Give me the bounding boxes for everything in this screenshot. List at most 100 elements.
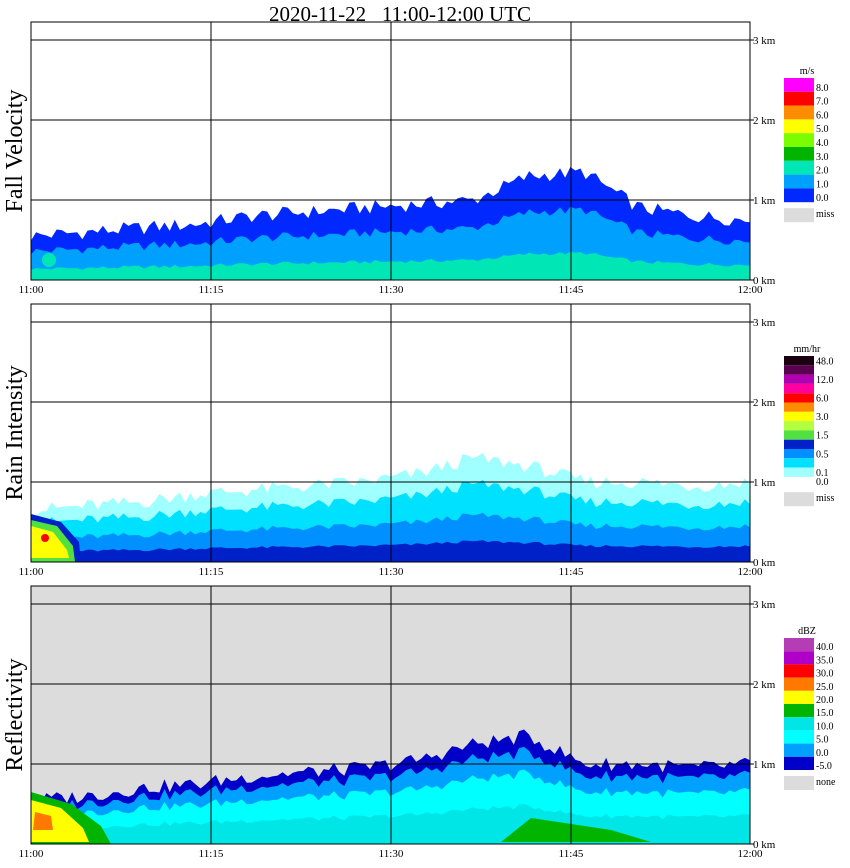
echo-core-inner: [33, 812, 53, 830]
legend-label: -5.0: [816, 761, 832, 772]
legend-label: 10.0: [816, 721, 834, 732]
legend-swatch: [784, 402, 814, 412]
legend-label: 0.0: [816, 193, 829, 204]
y-tick-label: 1 km: [753, 759, 776, 771]
legend-swatch: [784, 91, 814, 106]
legend-swatch: [784, 411, 814, 422]
legend-swatch: [784, 690, 814, 704]
legend-label: 1.0: [816, 179, 829, 190]
legend-swatch: [784, 651, 814, 665]
x-tick-label: 11:00: [19, 848, 44, 860]
echo-core-mid: [31, 800, 89, 842]
legend-swatch: [784, 105, 814, 120]
legend-label: 5.0: [816, 735, 829, 746]
y-tick-label: 2 km: [753, 679, 776, 691]
legend-swatch: [784, 133, 814, 147]
legend-swatch: [784, 717, 814, 731]
x-tick-label: 11:45: [559, 284, 584, 296]
y-tick-label: 0 km: [753, 275, 776, 287]
legend-swatch: [784, 677, 814, 691]
x-tick-label: 11:45: [559, 566, 584, 578]
legend-swatch: [784, 458, 814, 468]
x-tick-label: 11:30: [379, 848, 404, 860]
legend-label: 0.5: [816, 449, 829, 460]
y-tick-label: 1 km: [753, 477, 776, 489]
panel-1: 0 km 1 km 2 km 3 km 11:00 11:15 11:30 11:45 12:0…: [2, 21, 834, 296]
y-tick-label: 3 km: [753, 35, 776, 47]
legend-unit: mm/hr: [794, 344, 821, 355]
legend-label: 20.0: [816, 695, 834, 706]
legend-swatch: [784, 439, 814, 449]
panel-label: Rain Intensity: [2, 365, 28, 500]
legend-label: 0.1: [816, 468, 829, 479]
legend-swatch: [784, 664, 814, 678]
legend-missing-label: miss: [816, 493, 834, 504]
legend-unit: m/s: [800, 66, 815, 77]
panel-label: Fall Velocity: [2, 90, 28, 213]
legend-swatch: [784, 393, 814, 403]
x-tick-label: 11:15: [199, 848, 224, 860]
legend-swatch: [784, 421, 814, 431]
legend-swatch: [784, 638, 814, 652]
plot-frame: [30, 303, 751, 563]
legend-missing-swatch: [784, 492, 814, 507]
panel-2: 0 km 1 km 2 km 3 km 11:00 11:15 11:30 11:45 12:0…: [2, 303, 834, 578]
legend-swatch: [784, 467, 814, 477]
legend-swatch: [784, 743, 814, 757]
legend-label: 6.0: [816, 394, 829, 405]
legend-swatch: [784, 174, 814, 189]
legend-label: 0.0: [816, 748, 829, 759]
x-tick-label: 12:00: [737, 848, 763, 860]
x-tick-label: 11:15: [199, 284, 224, 296]
legend-missing-swatch: [784, 776, 814, 790]
legend-swatch: [784, 160, 814, 175]
x-tick-label: 11:00: [19, 284, 44, 296]
legend-swatch: [784, 449, 814, 459]
legend-swatch: [784, 756, 814, 770]
legend-swatch: [784, 476, 814, 487]
legend: m/s8.0 7.0 6.0 5.0 4.0 3.0 2.0 1.0 0.0 miss: [784, 66, 834, 223]
legend-swatch: [784, 365, 814, 375]
legend-swatch: [784, 430, 814, 440]
legend-missing-swatch: [784, 208, 814, 223]
panel-3: 0 km 1 km 2 km 3 km 11:00 11:15 11:30 11:45 12:0…: [2, 585, 836, 860]
panel-label: Reflectivity: [2, 658, 28, 771]
y-tick-label: 0 km: [753, 557, 776, 569]
echo-core: [42, 253, 56, 267]
x-tick-label: 11:30: [379, 566, 404, 578]
legend-swatch: [784, 374, 814, 384]
legend-label: 7.0: [816, 97, 829, 108]
legend-label: 25.0: [816, 682, 834, 693]
legend-swatch: [784, 383, 814, 394]
legend-label: 3.0: [816, 152, 829, 163]
legend-label: 30.0: [816, 669, 834, 680]
plot-frame: [30, 21, 751, 281]
y-tick-label: 3 km: [753, 317, 776, 329]
y-tick-label: 1 km: [753, 195, 776, 207]
y-tick-label: 3 km: [753, 599, 776, 611]
legend-label: 2.0: [816, 166, 829, 177]
x-tick-label: 12:00: [737, 566, 763, 578]
legend-swatch: [784, 147, 814, 161]
y-tick-label: 2 km: [753, 115, 776, 127]
legend-label: 15.0: [816, 708, 834, 719]
plot-frame: [30, 585, 751, 845]
legend-swatch: [784, 78, 814, 92]
legend-missing-label: miss: [816, 209, 834, 220]
x-tick-label: 11:30: [379, 284, 404, 296]
legend-swatch: [784, 188, 814, 203]
y-tick-label: 2 km: [753, 397, 776, 409]
echo-core-inner: [31, 526, 69, 558]
legend-unit: dBZ: [798, 626, 816, 637]
legend-swatch: [784, 704, 814, 718]
legend-label: 4.0: [816, 138, 829, 149]
legend-swatch: [784, 730, 814, 744]
y-tick-label: 0 km: [753, 839, 776, 851]
legend-label: 6.0: [816, 110, 829, 121]
x-tick-label: 11:00: [19, 566, 44, 578]
legend-label: 3.0: [816, 412, 829, 423]
